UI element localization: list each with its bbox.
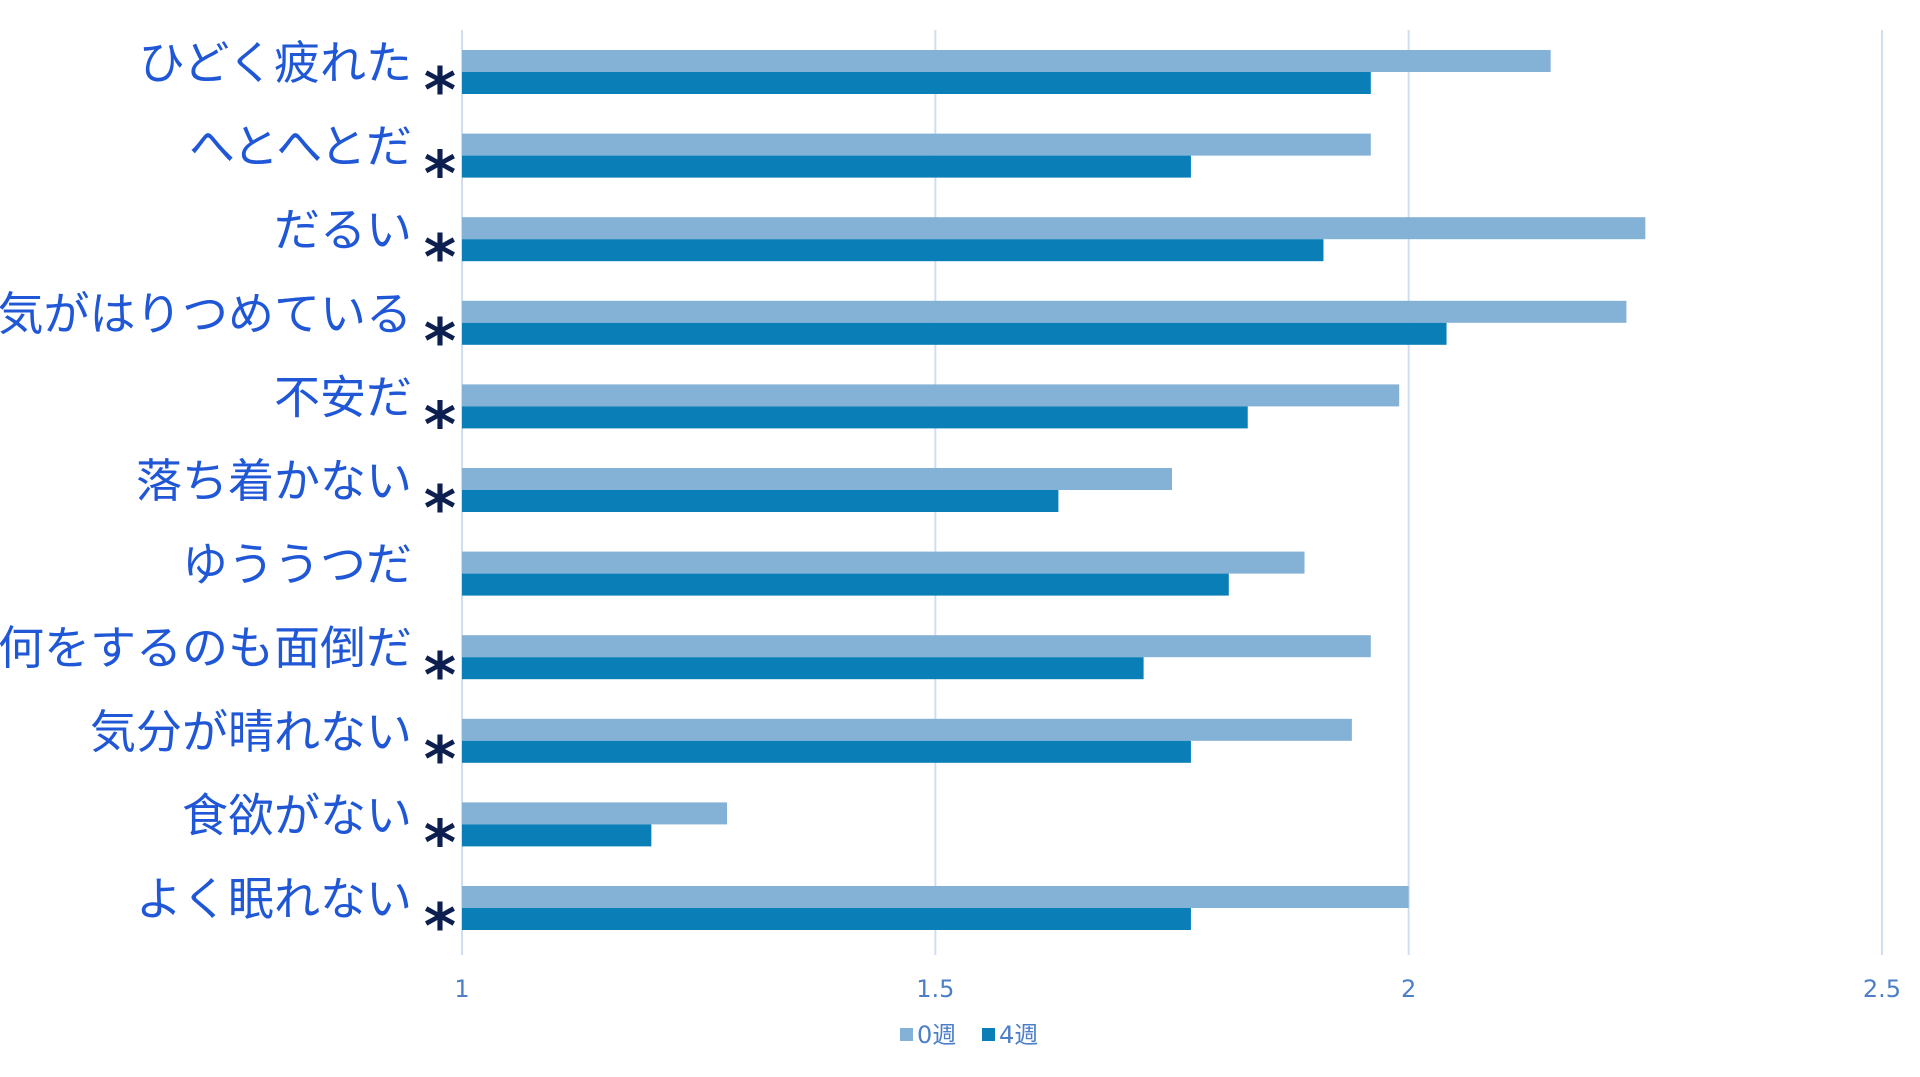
bar-week4 [462, 908, 1191, 930]
bar-week4 [462, 573, 1229, 596]
bar-week0 [462, 718, 1352, 741]
significance-star: * [424, 806, 456, 879]
significance-star: * [424, 890, 456, 963]
x-tick-labels: 1 1.5 2 2.5 [454, 975, 1901, 1003]
category-label: 何をするのも面倒だ [0, 621, 412, 675]
category-label: 気分が晴れない [90, 705, 412, 759]
category-label: 気がはりつめている [0, 287, 412, 341]
bar-week4 [462, 740, 1191, 763]
bar-week0 [462, 468, 1172, 490]
bar-week0 [462, 886, 1409, 908]
category-label: へとへとだ [189, 120, 412, 174]
bar-week4 [462, 155, 1191, 178]
bar-week4 [462, 239, 1324, 262]
category-label: 落ち着かない [136, 454, 412, 508]
category-label: 食欲がない [182, 788, 412, 842]
category-label: ひどく疲れた [139, 36, 412, 90]
bar-week4 [462, 72, 1371, 94]
category-label: だるい [274, 203, 412, 257]
significance-star: * [424, 723, 456, 796]
significance-star: * [424, 54, 456, 127]
legend-label: 4週 [999, 1021, 1038, 1049]
legend-label: 0週 [917, 1021, 956, 1049]
legend-swatch [900, 1028, 913, 1041]
bar-week0 [462, 551, 1305, 574]
significance-star: * [424, 221, 456, 294]
legend: 0週 4週 [900, 1021, 1038, 1049]
x-tick-label: 2.5 [1863, 975, 1901, 1003]
significance-star: * [424, 138, 456, 211]
category-label: 不安だ [274, 370, 412, 424]
category-labels: ひどく疲れた *へとへとだ *だるい *気がはりつめている *不安だ *落ち着かない *ゆう… [0, 36, 456, 963]
x-tick-label: 1.5 [916, 975, 954, 1003]
bars [462, 50, 1646, 930]
bar-week0 [462, 802, 728, 825]
bar-week4 [462, 824, 652, 847]
bar-week0 [462, 50, 1551, 72]
bar-week4 [462, 406, 1248, 429]
bar-week4 [462, 657, 1144, 680]
bar-week0 [462, 635, 1371, 658]
bar-week0 [462, 300, 1627, 323]
significance-star: * [424, 472, 456, 545]
significance-star: * [424, 388, 456, 461]
bar-week4 [462, 490, 1059, 512]
category-label: ゆううつだ [182, 538, 412, 592]
bar-week0 [462, 217, 1646, 240]
significance-star: * [424, 305, 456, 378]
bar-week0 [462, 133, 1371, 156]
legend-swatch [982, 1028, 995, 1041]
bar-week0 [462, 384, 1400, 407]
category-label: よく眠れない [136, 872, 412, 926]
x-tick-label: 2 [1401, 975, 1416, 1003]
significance-star: * [424, 639, 456, 712]
bar-week4 [462, 322, 1447, 345]
x-tick-label: 1 [454, 975, 469, 1003]
